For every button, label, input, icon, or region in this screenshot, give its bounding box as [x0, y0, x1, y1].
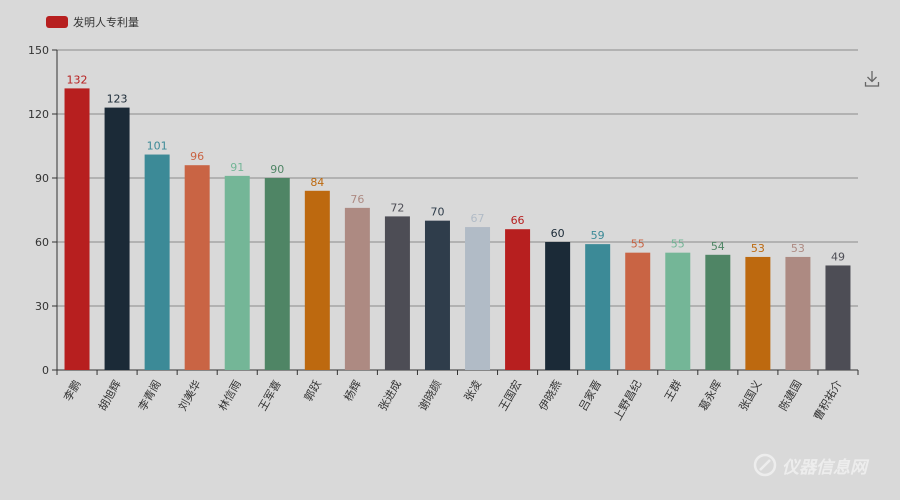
x-tick-label: 张凌: [461, 378, 484, 404]
data-label: 123: [107, 93, 128, 106]
y-tick-label: 120: [28, 108, 49, 121]
data-label: 59: [591, 229, 605, 242]
data-label: 96: [190, 150, 204, 163]
x-tick-label: 王军喜: [256, 378, 284, 413]
bar[interactable]: [785, 256, 811, 370]
y-tick-label: 0: [42, 364, 49, 377]
data-label: 55: [631, 238, 645, 251]
bar[interactable]: [144, 154, 170, 370]
x-tick-label: 张进成: [376, 378, 404, 413]
download-icon: [864, 71, 880, 87]
axes: [52, 49, 859, 375]
data-label: 72: [390, 201, 404, 214]
data-label: 66: [511, 214, 525, 227]
x-tick-label: 郭跃: [301, 378, 324, 404]
data-label: 90: [270, 163, 284, 176]
x-tick-label: 刘美华: [175, 378, 204, 414]
y-tick-label: 150: [28, 44, 49, 57]
x-tick-label: 李青阁: [135, 378, 164, 414]
bar[interactable]: [104, 107, 130, 370]
bar[interactable]: [625, 252, 651, 370]
legend-swatch: [46, 16, 68, 28]
x-tick-label: 谢晓颜: [415, 378, 444, 414]
y-tick-labels: 0 30 60 90 120 150: [28, 44, 49, 377]
x-tick-label: 陈建国: [776, 378, 805, 414]
bar[interactable]: [465, 227, 491, 370]
data-labels: 132 123 101 96 91 90 84 76 72 70 67 66 60 59 55 55 54 53 5…: [67, 73, 845, 263]
legend-label: 发明人专利量: [73, 16, 139, 29]
bar[interactable]: [424, 220, 450, 370]
x-tick-label: 吕家晋: [576, 378, 605, 414]
bar[interactable]: [705, 254, 731, 370]
x-tick-label: 林信雨: [215, 378, 244, 414]
data-label: 70: [430, 206, 444, 219]
bar[interactable]: [224, 175, 250, 370]
x-tick-label: 伊晓燕: [536, 378, 564, 413]
data-label: 60: [551, 227, 565, 240]
x-tick-label: 上野昌纪: [611, 378, 644, 423]
x-tick-label: 葛永晖: [696, 378, 725, 414]
bar[interactable]: [264, 178, 290, 370]
x-tick-label: 李鹏: [60, 378, 83, 404]
data-label: 67: [471, 212, 485, 225]
bar[interactable]: [304, 190, 330, 370]
x-tick-label: 王国宏: [496, 378, 525, 414]
x-tick-label: 王群: [661, 378, 684, 404]
bar[interactable]: [64, 88, 90, 371]
x-tick-label: 曹积祐介: [811, 378, 844, 423]
data-label: 53: [751, 242, 765, 255]
legend[interactable]: 发明人专利量: [46, 14, 139, 30]
bar[interactable]: [665, 252, 691, 370]
data-label: 91: [230, 161, 244, 174]
data-label: 54: [711, 240, 725, 253]
bar[interactable]: [384, 216, 410, 370]
bar[interactable]: [745, 256, 771, 370]
data-label: 76: [350, 193, 364, 206]
download-button[interactable]: [864, 70, 880, 88]
x-tick-labels: 李鹏 胡旭辉 李青阁 刘美华 林信雨 王军喜 郭跃 杨辉 张进成 谢晓颜 张凌 王国宏 伊晓燕 吕家晋 上野…: [60, 378, 844, 423]
data-label: 49: [831, 250, 845, 263]
bars: [64, 88, 851, 371]
x-tick-label: 张国义: [737, 378, 765, 413]
x-tick-label: 杨辉: [341, 378, 364, 404]
data-label: 101: [147, 140, 168, 153]
bar[interactable]: [344, 207, 370, 370]
y-tick-label: 30: [35, 300, 49, 313]
bar[interactable]: [585, 244, 611, 370]
data-label: 84: [310, 176, 324, 189]
watermark-text: 仪器信息网: [782, 457, 867, 478]
bar[interactable]: [825, 265, 851, 370]
y-tick-label: 90: [35, 172, 49, 185]
bar[interactable]: [505, 229, 531, 370]
x-tick-label: 胡旭辉: [95, 378, 124, 414]
instrument-logo-icon: [753, 453, 777, 477]
bar[interactable]: [184, 165, 210, 370]
bar[interactable]: [545, 242, 571, 370]
data-label: 53: [791, 242, 805, 255]
grid-lines: [57, 49, 858, 307]
data-label: 55: [671, 238, 685, 251]
y-tick-label: 60: [35, 236, 49, 249]
watermark: 仪器信息网: [752, 452, 867, 478]
data-label: 132: [67, 73, 88, 86]
